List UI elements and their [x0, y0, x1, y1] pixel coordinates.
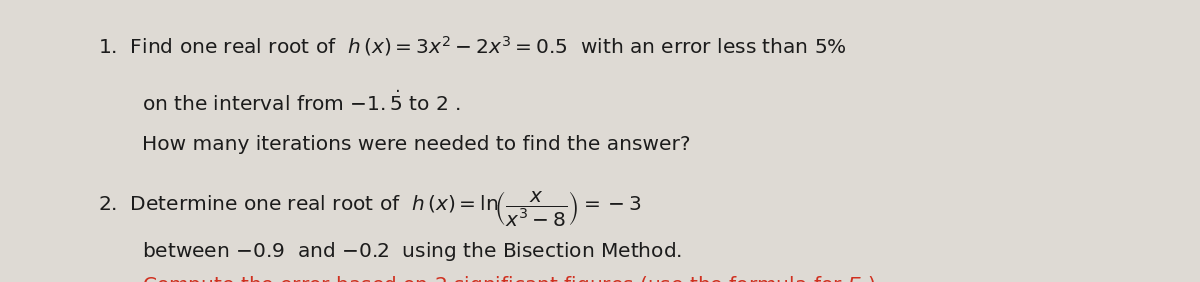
- Text: on the interval from $-1.\dot{5}$ to $2$ .: on the interval from $-1.\dot{5}$ to $2$…: [142, 90, 461, 115]
- Text: between $-0.9$  and $-0.2$  using the Bisection Method.: between $-0.9$ and $-0.2$ using the Bise…: [142, 240, 682, 263]
- Text: 1.  Find one real root of  $h\,(x) = 3x^2 - 2x^3 = 0.5$  with an error less than: 1. Find one real root of $h\,(x) = 3x^2 …: [98, 34, 847, 58]
- Text: How many iterations were needed to find the answer?: How many iterations were needed to find …: [142, 135, 690, 154]
- Text: 2.  Determine one real root of  $h\,(x) = \mathrm{ln}\!\left(\dfrac{x}{x^3-8}\ri: 2. Determine one real root of $h\,(x) = …: [98, 189, 642, 228]
- Text: Compute the error based on 2 significant figures (use the formula for $E_s$).: Compute the error based on 2 significant…: [142, 274, 881, 282]
